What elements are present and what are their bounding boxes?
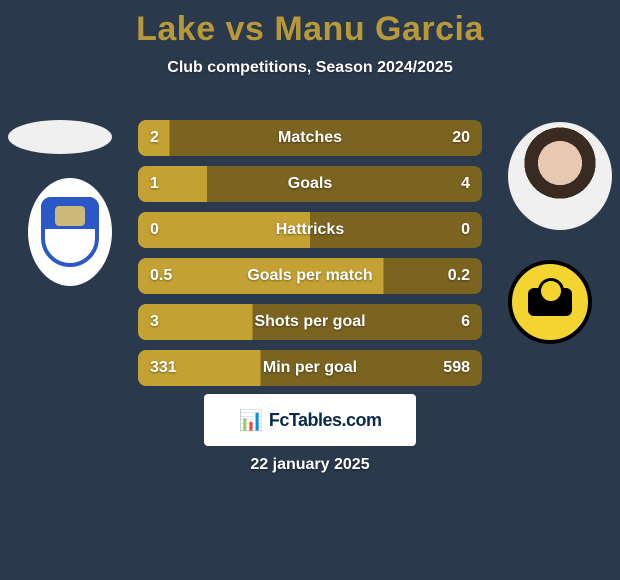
stat-value-right: 20	[452, 129, 470, 147]
page-title: Lake vs Manu Garcia	[0, 0, 620, 49]
stat-row: 0.5Goals per match0.2	[138, 258, 482, 294]
stat-value-right: 0	[461, 221, 470, 239]
stat-label: Hattricks	[138, 221, 482, 239]
stat-row: 2Matches20	[138, 120, 482, 156]
stat-value-left: 0	[150, 221, 159, 239]
stat-label: Shots per goal	[138, 313, 482, 331]
branding-badge: 📊 FcTables.com	[204, 394, 416, 446]
stat-value-right: 6	[461, 313, 470, 331]
stat-value-left: 0.5	[150, 267, 172, 285]
stat-value-left: 3	[150, 313, 159, 331]
date-text: 22 january 2025	[0, 456, 620, 474]
stat-label: Goals	[138, 175, 482, 193]
player-left-avatar	[8, 120, 112, 154]
shield-icon	[41, 197, 99, 267]
comparison-card: Lake vs Manu Garcia Club competitions, S…	[0, 0, 620, 580]
stat-row: 0Hattricks0	[138, 212, 482, 248]
stat-label: Goals per match	[138, 267, 482, 285]
stat-value-left: 331	[150, 359, 177, 377]
stat-value-right: 0.2	[448, 267, 470, 285]
club-left-logo	[28, 178, 112, 286]
stat-row: 1Goals4	[138, 166, 482, 202]
stat-row: 3Shots per goal6	[138, 304, 482, 340]
stats-panel: 2Matches20 1Goals4 0Hattricks0 0.5Goals per…	[138, 120, 482, 396]
stat-value-right: 598	[443, 359, 470, 377]
crest-icon	[528, 288, 572, 316]
club-right-logo	[508, 260, 592, 344]
stat-value-left: 2	[150, 129, 159, 147]
stat-row: 331Min per goal598	[138, 350, 482, 386]
chart-icon: 📊	[238, 408, 262, 433]
stat-label: Min per goal	[138, 359, 482, 377]
stat-value-right: 4	[461, 175, 470, 193]
player-right-avatar	[508, 122, 612, 230]
stat-value-left: 1	[150, 175, 159, 193]
branding-text: FcTables.com	[269, 410, 382, 431]
stat-label: Matches	[138, 129, 482, 147]
subtitle: Club competitions, Season 2024/2025	[0, 59, 620, 77]
